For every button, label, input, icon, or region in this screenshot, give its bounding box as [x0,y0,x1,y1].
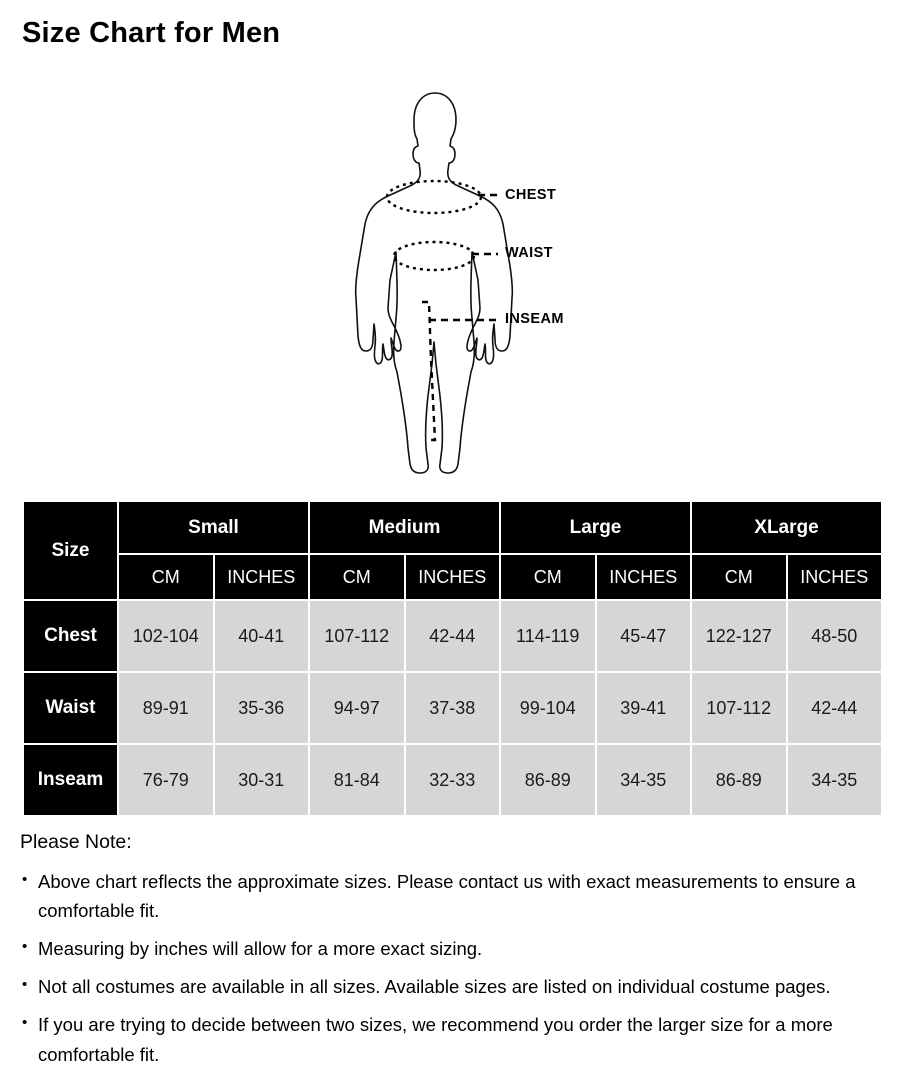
body-outline [354,92,514,474]
header-unit-large-cm: CM [501,555,595,599]
cell-chest-small-inches: 40-41 [214,601,308,671]
cell-waist-medium-inches: 37-38 [405,673,499,743]
cell-waist-medium-cm: 94-97 [310,673,404,743]
table-row-chest: Chest 102-104 40-41 107-112 42-44 114-11… [24,601,881,671]
header-unit-small-cm: CM [119,555,213,599]
header-group-medium: Medium [310,502,499,553]
cell-inseam-large-inches: 34-35 [596,745,690,815]
table-header-row-units: CM INCHES CM INCHES CM INCHES CM INCHES [24,555,881,599]
cell-chest-medium-cm: 107-112 [310,601,404,671]
note-item: • If you are trying to decide between tw… [20,1010,892,1068]
row-label-waist: Waist [24,673,117,743]
cell-inseam-small-cm: 76-79 [119,745,213,815]
header-group-large: Large [501,502,690,553]
header-unit-large-inches: INCHES [596,555,690,599]
note-text: If you are trying to decide between two … [38,1014,833,1065]
note-text: Not all costumes are available in all si… [38,976,831,998]
header-unit-medium-cm: CM [310,555,404,599]
cell-inseam-medium-cm: 81-84 [310,745,404,815]
cell-inseam-xlarge-cm: 86-89 [692,745,786,815]
bullet-icon: • [22,1014,28,1032]
chest-measurement-ellipse [385,179,483,215]
header-group-xlarge: XLarge [692,502,881,553]
notes-section: Please Note: • Above chart reflects the … [20,831,900,1078]
header-unit-xlarge-cm: CM [692,555,786,599]
header-unit-xlarge-inches: INCHES [787,555,881,599]
bullet-icon: • [22,870,28,888]
cell-inseam-xlarge-inches: 34-35 [787,745,881,815]
table-header: Size Small Medium Large XLarge CM INCHES… [24,502,881,599]
note-item: • Not all costumes are available in all … [20,972,892,1001]
table-header-row-groups: Size Small Medium Large XLarge [24,502,881,599]
header-group-small: Small [119,502,308,553]
note-text: Measuring by inches will allow for a mor… [38,937,483,959]
male-body-figure-svg [354,92,514,474]
note-item: • Above chart reflects the approximate s… [20,867,892,925]
size-chart-table: Size Small Medium Large XLarge CM INCHES… [22,500,883,817]
cell-chest-large-inches: 45-47 [596,601,690,671]
cell-chest-xlarge-inches: 48-50 [787,601,881,671]
diagram-label-inseam: INSEAM [505,311,564,327]
cell-waist-xlarge-inches: 42-44 [787,673,881,743]
cell-inseam-large-cm: 86-89 [501,745,595,815]
cell-waist-small-cm: 89-91 [119,673,213,743]
cell-inseam-small-inches: 30-31 [214,745,308,815]
bullet-icon: • [22,937,28,955]
inseam-measurement-line [422,300,437,442]
notes-heading: Please Note: [20,831,132,853]
header-unit-medium-inches: INCHES [405,555,499,599]
waist-measurement-ellipse [392,240,476,272]
table-body: Chest 102-104 40-41 107-112 42-44 114-11… [24,601,881,815]
header-unit-small-inches: INCHES [214,555,308,599]
note-text: Above chart reflects the approximate siz… [38,870,856,921]
cell-inseam-medium-inches: 32-33 [405,745,499,815]
table-row-inseam: Inseam 76-79 30-31 81-84 32-33 86-89 34-… [24,745,881,815]
cell-chest-medium-inches: 42-44 [405,601,499,671]
cell-waist-small-inches: 35-36 [214,673,308,743]
note-item: • Measuring by inches will allow for a m… [20,934,892,963]
row-label-chest: Chest [24,601,117,671]
cell-waist-large-cm: 99-104 [501,673,595,743]
table-row-waist: Waist 89-91 35-36 94-97 37-38 99-104 39-… [24,673,881,743]
cell-chest-large-cm: 114-119 [501,601,595,671]
bullet-icon: • [22,976,28,994]
cell-waist-large-inches: 39-41 [596,673,690,743]
cell-chest-small-cm: 102-104 [119,601,213,671]
row-label-inseam: Inseam [24,745,117,815]
page-title: Size Chart for Men [22,17,281,49]
measurement-diagram: CHEST WAIST INSEAM [330,84,610,484]
cell-waist-xlarge-cm: 107-112 [692,673,786,743]
diagram-label-chest: CHEST [505,187,557,203]
diagram-label-waist: WAIST [505,245,553,261]
cell-chest-xlarge-cm: 122-127 [692,601,786,671]
header-size-corner: Size [24,502,117,599]
